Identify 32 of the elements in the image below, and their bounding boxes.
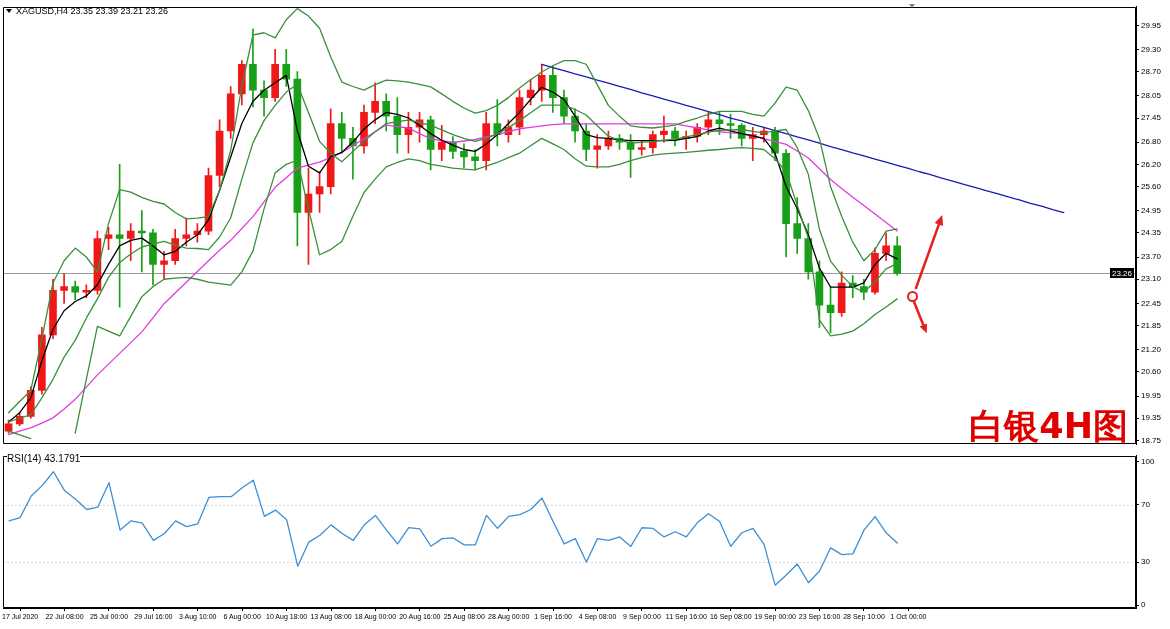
y-tick-label: 0: [1141, 600, 1146, 610]
y-tick-label: 29.30: [1141, 44, 1162, 54]
chart-subtitle: XAGUSD,H4 23.35 23.39 23.21 23.26: [16, 6, 169, 17]
y-tick-label: 70: [1141, 499, 1151, 509]
y-tick-label: 19.35: [1141, 413, 1162, 423]
y-tick-label: 22.45: [1141, 298, 1162, 308]
candlestick: [637, 139, 646, 156]
y-tick-label: 25.60: [1141, 181, 1162, 191]
y-tick-label: 26.20: [1141, 159, 1162, 169]
y-tick-label: 29.95: [1141, 20, 1162, 30]
candlestick: [593, 134, 602, 169]
y-tick-label: 27.45: [1141, 113, 1162, 123]
y-tick-label: 26.80: [1141, 137, 1162, 147]
y-tick-label: 28.05: [1141, 90, 1162, 100]
ref-line-label: 23.26: [1111, 268, 1133, 278]
y-tick-label: 20.60: [1141, 367, 1162, 377]
y-tick-label: 19.95: [1141, 391, 1162, 401]
y-tick-label: 28.70: [1141, 66, 1162, 76]
y-tick-label: 100: [1141, 456, 1155, 466]
y-tick-label: 18.75: [1141, 435, 1162, 445]
y-tick-label: 21.85: [1141, 320, 1162, 330]
y-tick-label: 23.10: [1141, 274, 1162, 284]
candlestick: [160, 251, 168, 280]
y-tick-label: 23.70: [1141, 252, 1162, 262]
text: 白银4H图: [969, 406, 1128, 446]
candlestick: [60, 273, 68, 304]
y-tick-label: 21.20: [1141, 344, 1162, 354]
chart-title: RSI(14) 43.1791: [7, 453, 81, 465]
y-tick-label: 24.95: [1141, 205, 1162, 215]
candlestick: [182, 217, 191, 247]
y-tick-label: 24.35: [1141, 228, 1162, 238]
y-tick-label: 30: [1141, 557, 1151, 567]
